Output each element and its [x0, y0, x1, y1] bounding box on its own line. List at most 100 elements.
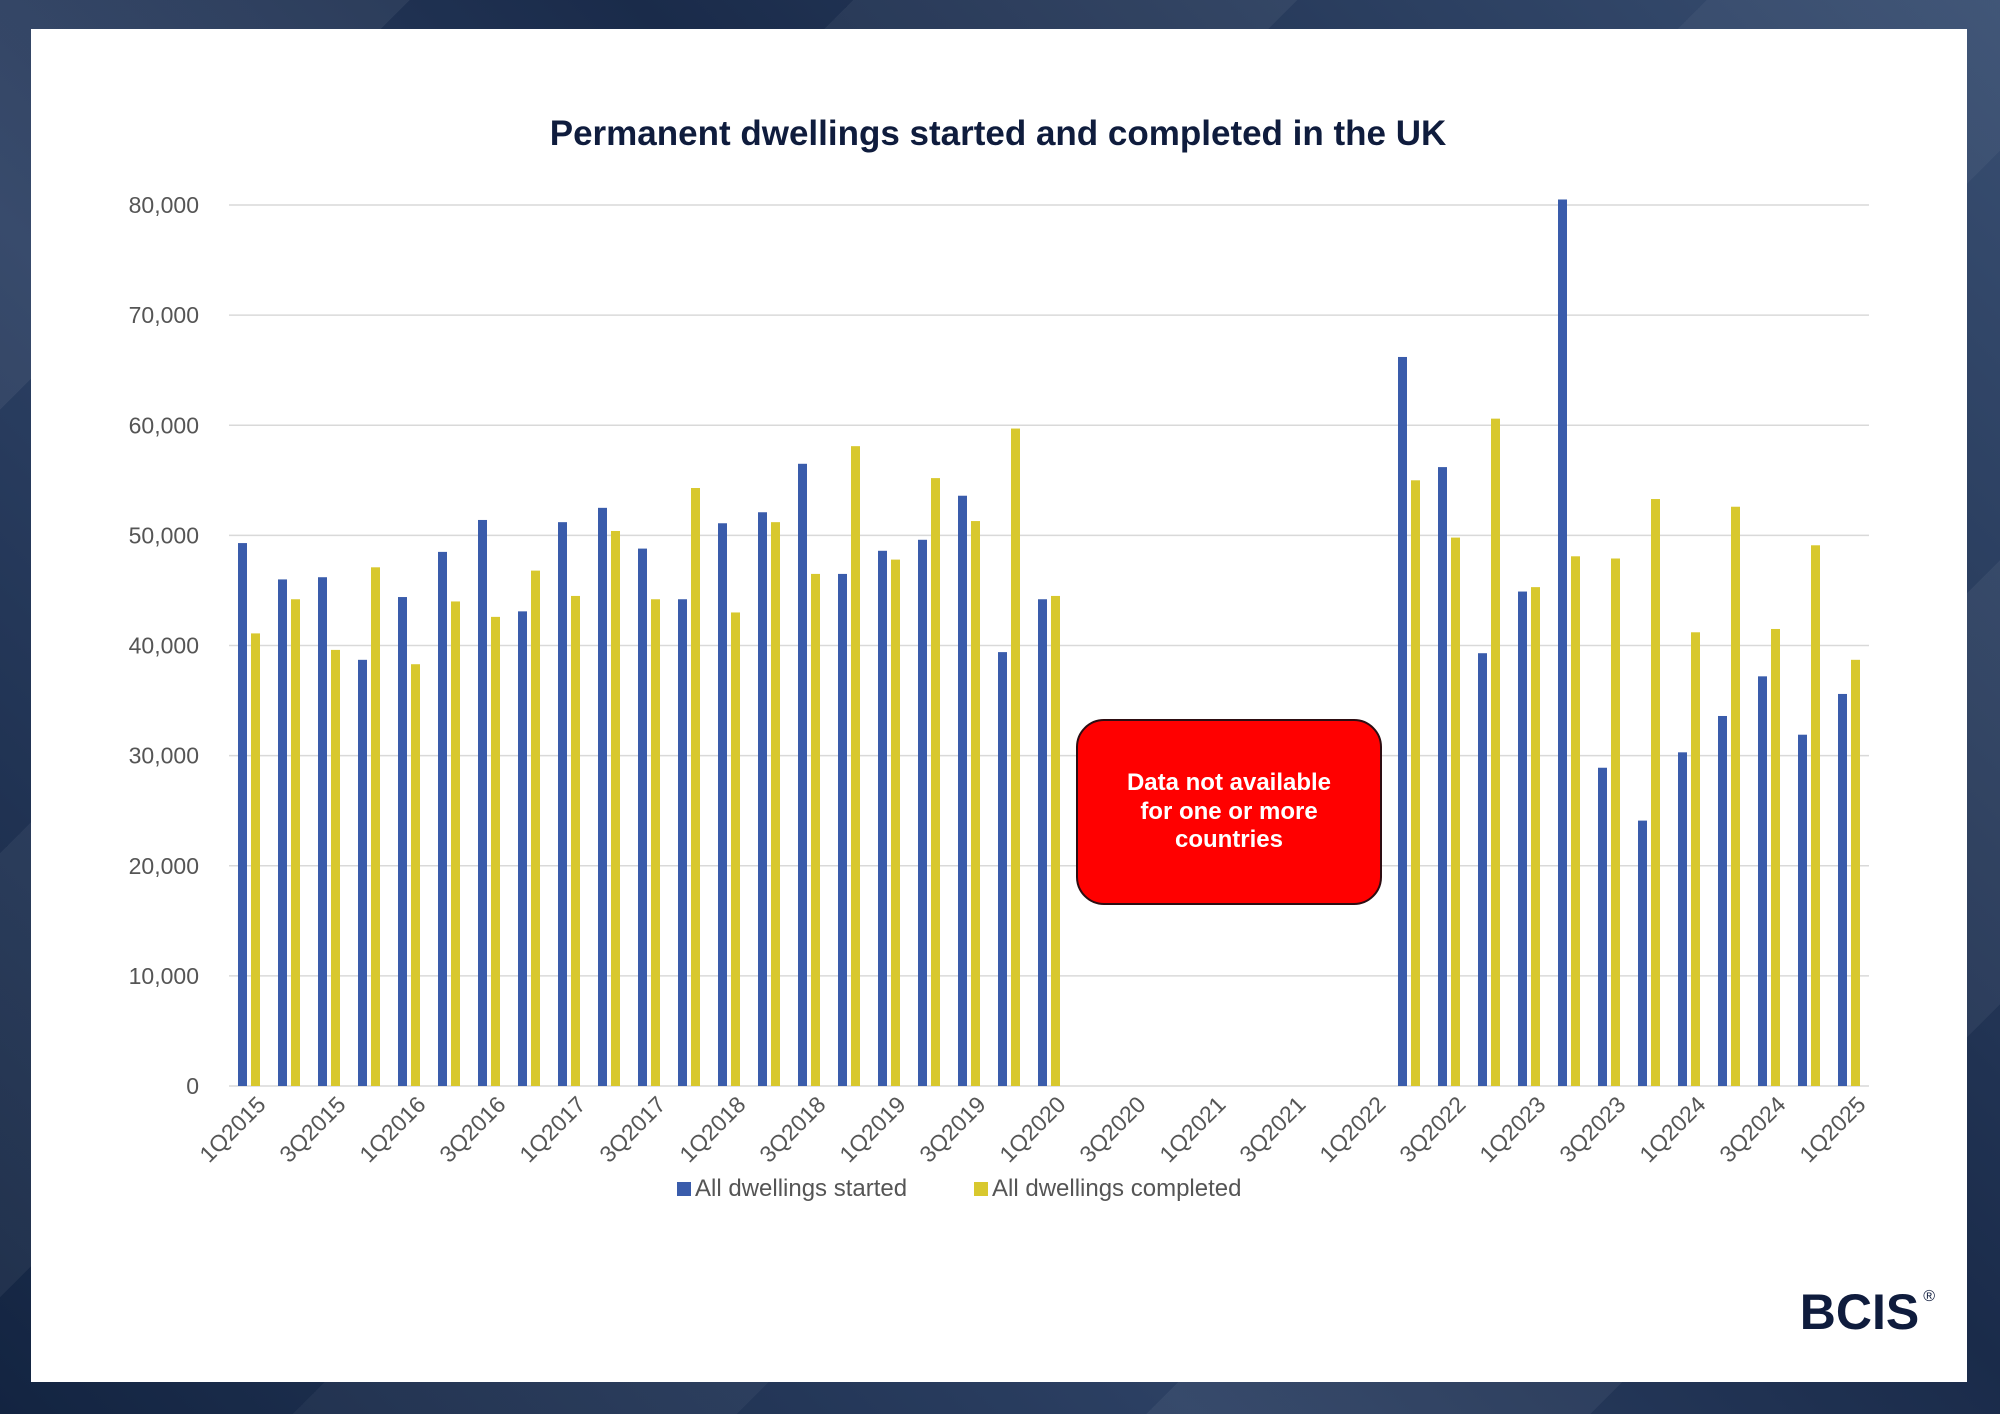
- bar-dwellings-started: [1438, 467, 1447, 1087]
- bar-dwellings-started: [238, 543, 247, 1086]
- bar-dwellings-completed: [1651, 499, 1660, 1086]
- data-unavailable-callout: Data not available for one or more count…: [1076, 719, 1382, 905]
- bar-dwellings-completed: [691, 488, 700, 1086]
- bar-dwellings-completed: [851, 446, 860, 1086]
- x-tick-label: 1Q2019: [834, 1091, 910, 1167]
- bar-dwellings-completed: [1531, 587, 1540, 1086]
- y-tick-label: 80,000: [129, 192, 199, 218]
- bar-dwellings-completed: [1851, 659, 1860, 1086]
- bar-dwellings-started: [678, 599, 687, 1086]
- x-tick-label: 1Q2024: [1634, 1091, 1710, 1167]
- bcis-logo: BCIS ®: [1800, 1287, 1935, 1337]
- bar-dwellings-started: [798, 463, 807, 1086]
- bar-dwellings-started: [958, 495, 967, 1087]
- legend-swatch-completed: [974, 1182, 988, 1196]
- bar-dwellings-completed: [371, 567, 380, 1086]
- bar-dwellings-started: [1038, 599, 1047, 1086]
- bar-dwellings-completed: [1691, 632, 1700, 1086]
- y-axis-ticks: 0 10,000 20,000 30,000 40,000 50,000 60,000 70,…: [129, 192, 199, 1099]
- bar-dwellings-started: [1678, 752, 1687, 1086]
- bar-dwellings-started: [918, 539, 927, 1086]
- bar-dwellings-started: [1758, 676, 1767, 1086]
- bar-dwellings-completed: [451, 601, 460, 1086]
- bar-dwellings-started: [558, 522, 567, 1086]
- x-tick-label: 1Q2023: [1474, 1091, 1550, 1167]
- bar-dwellings-started: [1478, 653, 1487, 1086]
- bar-dwellings-completed: [1451, 537, 1460, 1086]
- bar-dwellings-completed: [731, 612, 740, 1086]
- chart-legend: All dwellings started All dwellings comp…: [677, 1175, 1241, 1202]
- chart-panel: Permanent dwellings started and complete…: [31, 29, 1967, 1382]
- x-tick-label: 3Q2015: [274, 1091, 350, 1167]
- y-tick-label: 60,000: [129, 412, 199, 438]
- x-tick-label: 3Q2018: [754, 1091, 830, 1167]
- chart-bars: [238, 199, 1860, 1087]
- bar-dwellings-completed: [771, 522, 780, 1086]
- bar-dwellings-started: [1638, 820, 1647, 1086]
- x-tick-label: 1Q2016: [354, 1091, 430, 1167]
- y-tick-label: 30,000: [129, 743, 199, 769]
- bar-dwellings-started: [1518, 591, 1527, 1086]
- bar-dwellings-completed: [611, 530, 620, 1086]
- bar-dwellings-completed: [651, 599, 660, 1086]
- x-tick-label: 3Q2021: [1234, 1091, 1310, 1167]
- y-tick-label: 50,000: [129, 522, 199, 548]
- bar-dwellings-started: [878, 550, 887, 1086]
- x-tick-label: 3Q2024: [1714, 1091, 1790, 1167]
- legend-label-started: All dwellings started: [695, 1175, 907, 1202]
- y-tick-label: 40,000: [129, 633, 199, 659]
- bar-dwellings-completed: [1051, 595, 1060, 1086]
- bar-dwellings-completed: [571, 595, 580, 1086]
- logo-text: BCIS: [1799, 1284, 1920, 1340]
- bar-dwellings-started: [718, 523, 727, 1086]
- x-tick-label: 3Q2019: [914, 1091, 990, 1167]
- y-tick-label: 10,000: [129, 963, 199, 989]
- bar-dwellings-completed: [1611, 558, 1620, 1086]
- bar-dwellings-completed: [411, 664, 420, 1086]
- bar-dwellings-completed: [971, 521, 980, 1086]
- y-tick-label: 70,000: [129, 302, 199, 328]
- x-tick-label: 3Q2017: [594, 1091, 670, 1167]
- bar-dwellings-started: [318, 577, 327, 1086]
- x-tick-label: 1Q2015: [194, 1091, 270, 1167]
- bar-dwellings-completed: [931, 478, 940, 1086]
- bar-dwellings-completed: [891, 559, 900, 1086]
- bar-dwellings-started: [478, 519, 487, 1086]
- bar-dwellings-completed: [1811, 545, 1820, 1086]
- y-tick-label: 0: [186, 1073, 199, 1099]
- bar-dwellings-started: [1398, 356, 1407, 1087]
- bar-dwellings-completed: [1731, 506, 1740, 1086]
- bar-dwellings-completed: [291, 599, 300, 1086]
- bar-dwellings-started: [438, 551, 447, 1086]
- bar-dwellings-started: [758, 512, 767, 1086]
- bar-dwellings-completed: [331, 649, 340, 1086]
- bar-dwellings-started: [398, 597, 407, 1086]
- bar-dwellings-started: [1558, 199, 1567, 1087]
- bar-dwellings-completed: [491, 616, 500, 1086]
- bar-dwellings-started: [278, 579, 287, 1086]
- x-tick-label: 1Q2022: [1314, 1091, 1390, 1167]
- bar-dwellings-started: [1598, 767, 1607, 1086]
- x-tick-label: 1Q2018: [674, 1091, 750, 1167]
- bar-dwellings-completed: [1011, 428, 1020, 1086]
- registered-mark: ®: [1923, 1288, 1935, 1305]
- x-tick-label: 3Q2022: [1394, 1091, 1470, 1167]
- bar-dwellings-completed: [251, 633, 260, 1086]
- bar-dwellings-started: [598, 507, 607, 1087]
- bar-dwellings-started: [358, 659, 367, 1086]
- bar-dwellings-started: [1798, 734, 1807, 1086]
- bar-dwellings-started: [638, 548, 647, 1086]
- bar-dwellings-completed: [1411, 480, 1420, 1086]
- bar-dwellings-started: [838, 573, 847, 1086]
- bar-dwellings-completed: [531, 570, 540, 1086]
- bar-dwellings-completed: [811, 573, 820, 1086]
- chart-title: Permanent dwellings started and complete…: [550, 114, 1447, 153]
- bar-dwellings-started: [1718, 715, 1727, 1086]
- bar-dwellings-completed: [1771, 628, 1780, 1086]
- permanent-dwellings-chart: Permanent dwellings started and complete…: [129, 114, 1871, 1202]
- x-tick-label: 1Q2021: [1154, 1091, 1230, 1167]
- x-tick-label: 3Q2016: [434, 1091, 510, 1167]
- x-axis-ticks: 1Q2015 3Q2015 1Q2016 3Q2016 1Q2017 3Q2017 1Q20…: [194, 1091, 1870, 1167]
- legend-swatch-started: [677, 1182, 691, 1196]
- bar-dwellings-started: [518, 611, 527, 1086]
